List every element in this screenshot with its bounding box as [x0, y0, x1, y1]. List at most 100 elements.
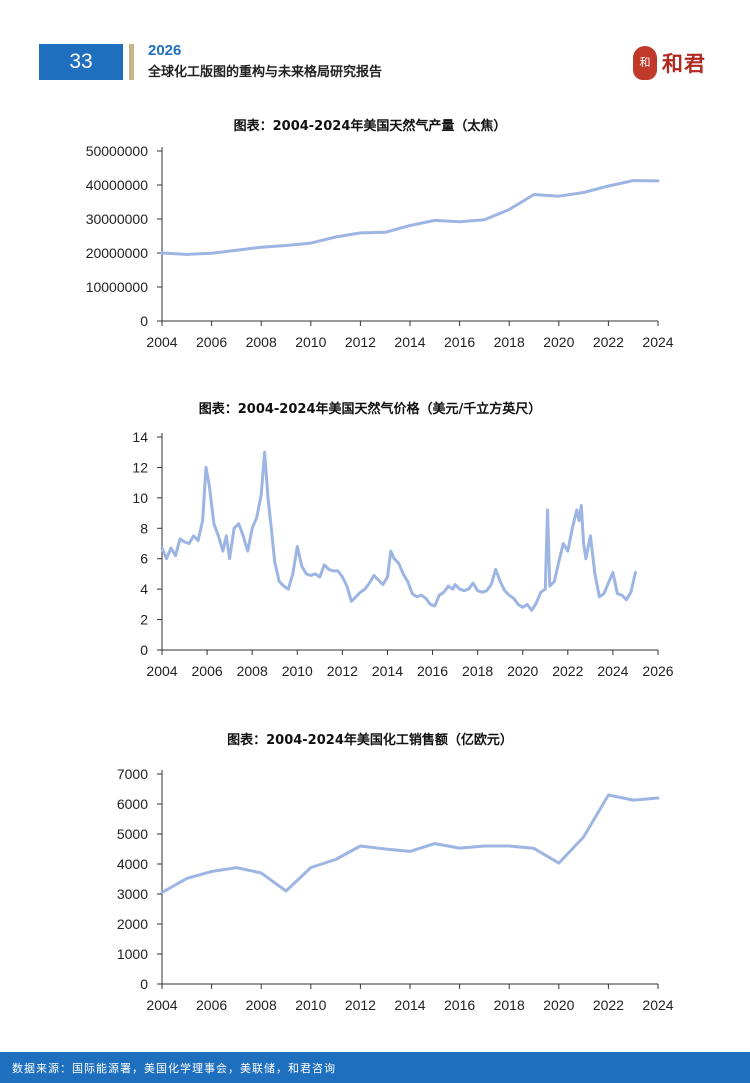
x-tick-label: 2006 [196, 997, 227, 1013]
report-title: 全球化工版图的重构与未来格局研究报告 [148, 65, 383, 80]
data-point [208, 485, 210, 487]
data-point [549, 585, 551, 587]
data-point [409, 850, 411, 852]
data-point [161, 547, 163, 549]
data-point [174, 555, 177, 557]
data-point [438, 594, 440, 596]
logo-text: 和君 [662, 52, 706, 76]
data-point [411, 593, 413, 595]
data-point [350, 600, 352, 602]
data-point [373, 574, 375, 577]
data-point [270, 527, 272, 529]
data-point [310, 867, 312, 869]
data-point [607, 794, 610, 796]
x-tick-label: 2018 [462, 663, 493, 679]
data-point [452, 588, 454, 590]
y-tick-label: 40000000 [86, 177, 149, 193]
data-point [296, 545, 298, 548]
data-point [463, 590, 465, 592]
data-point [540, 591, 542, 593]
data-point [283, 585, 285, 587]
x-tick-label: 2020 [543, 997, 574, 1013]
data-point [558, 561, 560, 563]
data-point [481, 591, 483, 593]
chart-gas-price: 图表：2004-2024年美国天然气价格（美元/千立方英尺） 0 2 4 6 8 10 12 1… [132, 401, 673, 679]
data-point [657, 180, 659, 182]
x-tick-label: 2020 [543, 334, 574, 350]
x-tick-label: 2024 [642, 334, 673, 350]
data-point [335, 858, 337, 861]
data-point [603, 593, 605, 595]
y-tick-label: 6 [140, 551, 148, 567]
data-point [499, 580, 501, 583]
data-point [301, 565, 303, 567]
series-line [160, 179, 660, 256]
data-point [454, 583, 456, 586]
data-point [225, 535, 227, 537]
x-tick-label: 2004 [146, 997, 177, 1013]
header-year: 2026 [148, 42, 182, 59]
data-point [508, 845, 510, 847]
data-point [292, 573, 294, 575]
data-point [229, 558, 231, 560]
data-point [305, 573, 307, 575]
data-point [416, 596, 418, 598]
x-tick-label: 2024 [597, 663, 628, 679]
data-point [233, 527, 235, 529]
data-point [409, 224, 411, 227]
data-point [186, 253, 188, 255]
header-divider [129, 44, 134, 80]
data-point [393, 558, 395, 560]
y-tick-label: 0 [140, 976, 148, 992]
data-point [319, 576, 321, 578]
data-point [522, 606, 524, 608]
x-tick-label: 2004 [146, 663, 177, 679]
data-point [544, 588, 546, 590]
data-point [447, 585, 449, 587]
data-point [211, 870, 213, 873]
data-point [632, 179, 634, 182]
footer-bar [0, 1052, 750, 1083]
chart-title: 图表：2004-2024年美国天然气价格（美元/千立方英尺） [199, 401, 542, 417]
x-tick-label: 2012 [327, 663, 358, 679]
data-point [179, 538, 181, 540]
x-tick-label: 2008 [237, 663, 268, 679]
data-point [483, 219, 485, 221]
y-tick-label: 6000 [117, 796, 148, 812]
data-point [607, 582, 610, 584]
data-point [364, 588, 366, 590]
data-point [562, 542, 564, 545]
data-point [504, 590, 506, 592]
data-point [508, 208, 510, 211]
data-point [583, 836, 585, 838]
data-point [310, 242, 312, 244]
y-tick-label: 4000 [117, 856, 148, 872]
x-tick-label: 2018 [494, 334, 525, 350]
data-point [165, 558, 168, 560]
data-point [242, 535, 244, 537]
data-point [368, 582, 371, 584]
x-tick-label: 2022 [552, 663, 583, 679]
data-point [580, 504, 582, 507]
data-point [260, 494, 262, 496]
x-tick-label: 2010 [295, 334, 326, 350]
data-point [583, 191, 585, 194]
data-point [384, 848, 386, 850]
data-point [359, 232, 361, 234]
x-tick-label: 2012 [345, 997, 376, 1013]
x-tick-label: 2016 [444, 334, 475, 350]
x-tick-label: 2006 [196, 334, 227, 350]
data-point [355, 596, 357, 598]
x-tick-label: 2016 [417, 663, 448, 679]
data-point [589, 535, 591, 537]
data-point [263, 451, 266, 453]
x-tick-label: 2026 [642, 663, 673, 679]
x-tick-label: 2022 [593, 997, 624, 1013]
data-point [576, 509, 578, 511]
data-point [267, 497, 269, 499]
y-tick-label: 14 [132, 429, 148, 445]
y-tick-label: 3000 [117, 886, 148, 902]
data-point [402, 573, 404, 575]
data-point [278, 580, 280, 583]
y-tick-label: 0 [140, 642, 148, 658]
